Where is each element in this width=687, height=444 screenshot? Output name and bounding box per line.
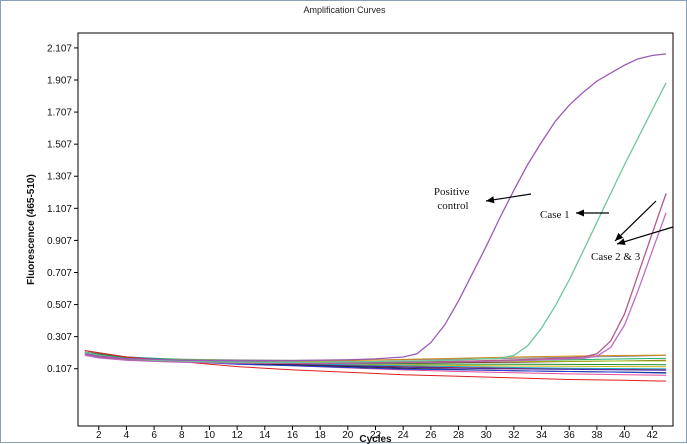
y-tick-label: 1.507 — [47, 140, 72, 151]
x-tick-label: 6 — [151, 430, 157, 441]
curve-4 — [84, 212, 667, 365]
curves-layer — [84, 53, 667, 382]
arrowhead-case-3 — [617, 238, 626, 246]
x-tick-label: 14 — [259, 430, 271, 441]
x-tick-label: 28 — [453, 430, 465, 441]
y-tick-label: 0.907 — [47, 236, 72, 247]
x-tick-label: 10 — [204, 430, 216, 441]
x-tick-label: 2 — [96, 430, 102, 441]
x-tick-label: 16 — [287, 430, 299, 441]
chart-title: Amplification Curves — [303, 5, 386, 15]
x-tick-label: 42 — [647, 430, 659, 441]
y-tick-label: 0.307 — [47, 332, 72, 343]
x-tick-label: 30 — [481, 430, 493, 441]
y-tick-label: 2.107 — [47, 43, 72, 54]
curve-3 — [84, 193, 667, 364]
arrow-case-2 — [614, 200, 657, 242]
x-tick-label: 36 — [564, 430, 576, 441]
arrowhead-case-2 — [615, 232, 624, 241]
x-axis-title: Cycles — [359, 434, 392, 444]
annotation-case-1: Case 1 — [540, 209, 570, 221]
annotation-positive-line-2: control — [437, 200, 468, 212]
curve-1 — [84, 53, 667, 362]
x-tick-label: 12 — [232, 430, 244, 441]
x-tick-label: 18 — [315, 430, 327, 441]
y-axis-title: Fluorescence (465-510) — [26, 174, 37, 285]
x-tick-label: 8 — [179, 430, 185, 441]
x-tick-label: 26 — [425, 430, 437, 441]
y-tick-label: 0.507 — [47, 300, 72, 311]
annotation-positive-line-1: Positive — [434, 186, 470, 198]
x-tick-label: 32 — [508, 430, 520, 441]
arrowhead-case-1 — [576, 209, 584, 217]
annotations-layer: Positive control Case 1 Case 2 & 3 — [434, 186, 674, 263]
y-tick-label: 1.907 — [47, 75, 72, 86]
annotation-positive-control: Positive control — [434, 186, 472, 212]
y-tick-label: 1.307 — [47, 172, 72, 183]
x-tick-label: 24 — [398, 430, 410, 441]
y-tick-label: 0.107 — [47, 364, 72, 375]
x-tick-label: 38 — [591, 430, 603, 441]
ticks-layer: 2 4 6 8 10 12 14 16 18 20 22 24 26 28 30 32 34 36 38 40 420.… — [47, 43, 658, 441]
x-tick-label: 34 — [536, 430, 548, 441]
y-tick-label: 1.707 — [47, 108, 72, 119]
y-tick-label: 0.707 — [47, 268, 72, 279]
arrow-case-3 — [616, 226, 674, 245]
x-tick-label: 4 — [124, 430, 130, 441]
arrowhead-positive-control — [486, 196, 495, 204]
annotation-case-2-3: Case 2 & 3 — [591, 251, 641, 263]
x-tick-label: 20 — [342, 430, 354, 441]
curve-2 — [84, 82, 667, 363]
y-tick-label: 1.107 — [47, 204, 72, 215]
x-tick-label: 22 — [370, 430, 382, 441]
x-tick-label: 40 — [619, 430, 631, 441]
